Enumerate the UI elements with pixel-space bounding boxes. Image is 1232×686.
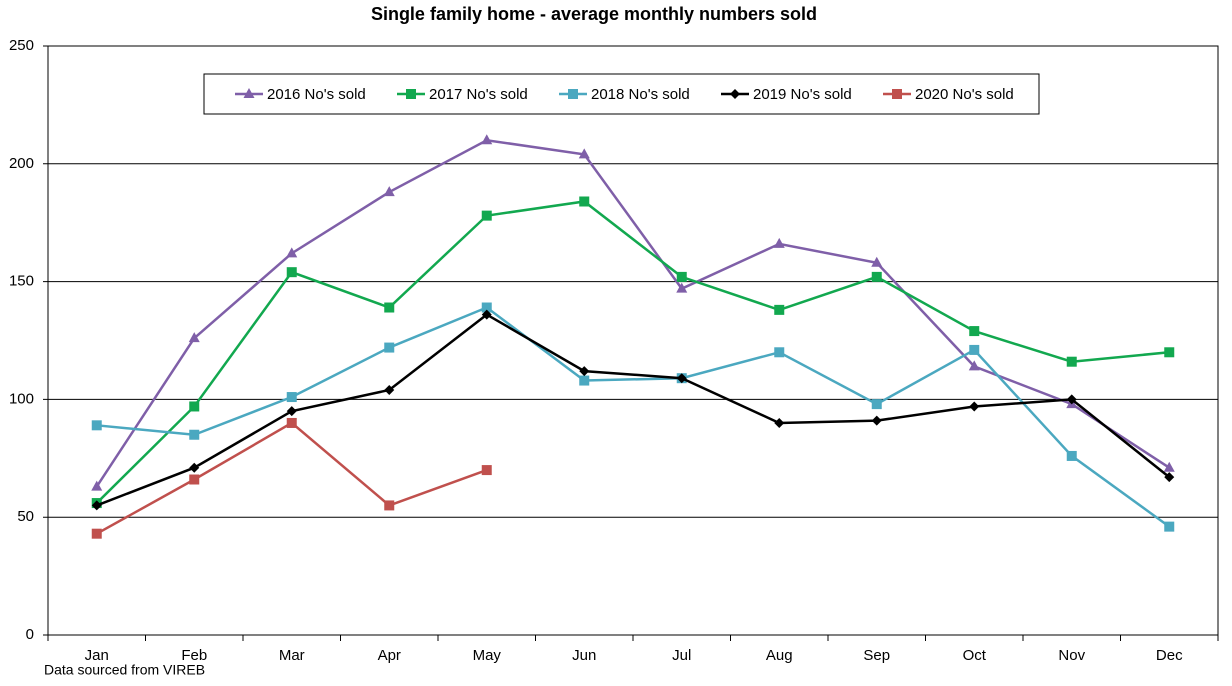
marker (189, 429, 200, 440)
marker (189, 474, 200, 485)
marker (384, 500, 395, 511)
marker (969, 401, 980, 412)
marker (189, 462, 200, 473)
legend-label: 2019 No's sold (753, 86, 852, 103)
series-line (95, 200, 1170, 504)
marker (189, 401, 200, 412)
marker (188, 332, 200, 343)
legend-marker (568, 89, 578, 99)
plot-area (47, 45, 1219, 636)
series-line (96, 313, 1171, 507)
marker (1164, 347, 1175, 358)
x-tick-label: Apr (378, 647, 401, 664)
marker (481, 302, 492, 313)
chart-title: Single family home - average monthly num… (371, 4, 817, 24)
marker (969, 326, 980, 337)
y-tick-label: 0 (26, 626, 34, 643)
marker (871, 415, 882, 426)
marker (773, 237, 785, 248)
marker (384, 384, 395, 395)
marker (286, 417, 297, 428)
marker (676, 282, 688, 293)
x-tick-label: May (473, 647, 502, 664)
marker (1066, 356, 1077, 367)
legend-label: 2016 No's sold (267, 86, 366, 103)
marker (481, 309, 492, 320)
legend-label: 2017 No's sold (429, 86, 528, 103)
marker (286, 247, 298, 258)
legend-marker (892, 89, 902, 99)
legend-label: 2018 No's sold (591, 86, 690, 103)
marker (871, 399, 882, 410)
marker (91, 500, 102, 511)
y-tick-label: 50 (17, 508, 34, 525)
marker (774, 417, 785, 428)
x-tick-label: Jun (572, 647, 596, 664)
marker (383, 186, 395, 197)
marker (579, 366, 590, 377)
x-tick-label: Jan (85, 647, 109, 664)
marker (1164, 521, 1175, 532)
source-note: Data sourced from VIREB (44, 662, 205, 678)
marker (91, 480, 103, 491)
legend-marker (406, 89, 416, 99)
marker (579, 375, 590, 386)
x-tick-label: Mar (279, 647, 305, 664)
marker (1066, 450, 1077, 461)
marker (481, 134, 493, 145)
x-tick-label: Oct (963, 647, 987, 664)
y-tick-label: 250 (9, 37, 34, 54)
marker (1163, 461, 1175, 472)
marker (774, 347, 785, 358)
marker (774, 304, 785, 315)
marker (481, 465, 492, 476)
x-tick-label: Feb (181, 647, 207, 664)
marker (1066, 394, 1077, 405)
legend-label: 2020 No's sold (915, 86, 1014, 103)
marker (286, 392, 297, 403)
marker (676, 271, 687, 282)
marker (871, 271, 882, 282)
x-tick-label: Jul (672, 647, 691, 664)
legend-marker (243, 88, 255, 98)
x-tick-label: Dec (1156, 647, 1183, 664)
y-tick-label: 100 (9, 390, 34, 407)
y-tick-label: 200 (9, 155, 34, 172)
legend-marker (730, 89, 740, 99)
marker (384, 302, 395, 313)
marker (481, 210, 492, 221)
marker (871, 256, 883, 267)
x-tick-label: Nov (1058, 647, 1085, 664)
marker (969, 344, 980, 355)
series-line (96, 306, 1170, 528)
marker (286, 406, 297, 417)
x-tick-label: Aug (766, 647, 793, 664)
marker (968, 360, 980, 371)
marker (676, 373, 687, 384)
marker (91, 420, 102, 431)
marker (286, 267, 297, 278)
y-tick-label: 150 (9, 273, 34, 290)
x-tick-label: Sep (863, 647, 890, 664)
marker (579, 196, 590, 207)
marker (384, 342, 395, 353)
marker (91, 528, 102, 539)
marker (578, 148, 590, 159)
series-line (95, 138, 1170, 488)
marker (1164, 472, 1175, 483)
